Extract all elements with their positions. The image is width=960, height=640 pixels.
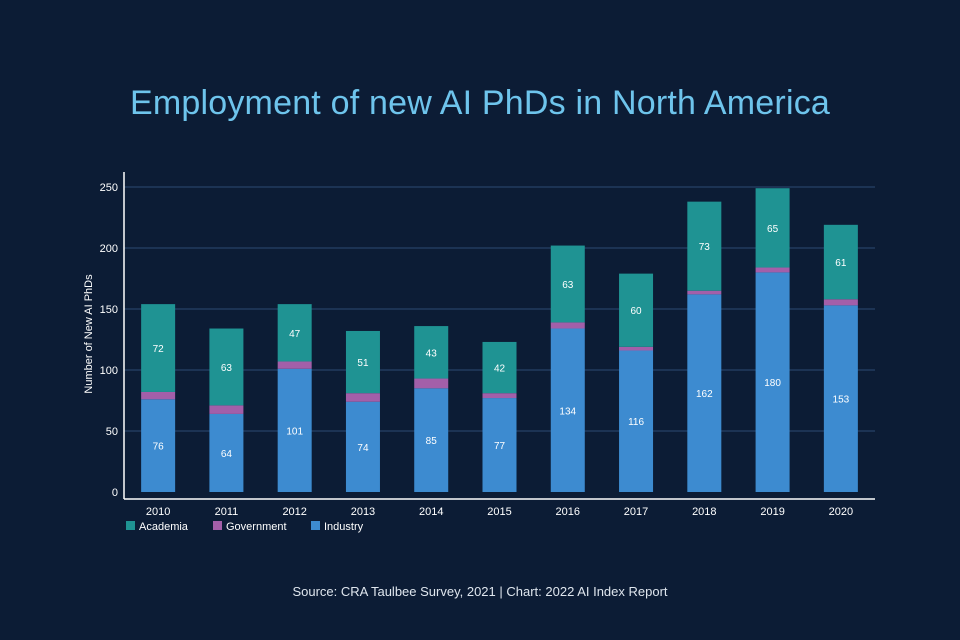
legend: Academia Government Industry bbox=[126, 521, 364, 533]
bar-industry-2020[interactable] bbox=[823, 305, 858, 492]
data-label-industry-2018: 162 bbox=[696, 389, 713, 400]
bar-industry-2017[interactable] bbox=[619, 350, 654, 492]
bar-industry-2013[interactable] bbox=[345, 401, 380, 492]
bar-academia-2014[interactable] bbox=[414, 326, 449, 379]
legend-label-industry: Industry bbox=[324, 521, 364, 533]
data-label-industry-2015: 77 bbox=[494, 441, 506, 452]
data-label-industry-2011: 64 bbox=[221, 449, 233, 460]
data-label-academia-2016: 63 bbox=[562, 280, 574, 291]
y-tick-label: 100 bbox=[100, 365, 118, 377]
bar-academia-2020[interactable] bbox=[823, 224, 858, 300]
bar-government-2012[interactable] bbox=[277, 361, 312, 369]
data-label-academia-2011: 63 bbox=[221, 363, 233, 374]
y-axis-label: Number of New AI PhDs bbox=[83, 274, 95, 394]
x-tick-label: 2018 bbox=[692, 506, 716, 518]
bar-industry-2019[interactable] bbox=[755, 272, 790, 492]
bar-academia-2018[interactable] bbox=[687, 201, 722, 291]
data-label-industry-2010: 76 bbox=[153, 442, 165, 453]
data-label-academia-2010: 72 bbox=[153, 344, 165, 355]
y-tick-label: 150 bbox=[100, 304, 118, 316]
x-tick-label: 2013 bbox=[351, 506, 375, 518]
chart-title: Employment of new AI PhDs in North Ameri… bbox=[129, 84, 831, 122]
bar-industry-2016[interactable] bbox=[550, 328, 585, 492]
x-tick-label: 2016 bbox=[556, 506, 580, 518]
bar-industry-2010[interactable] bbox=[141, 399, 176, 492]
data-label-academia-2020: 61 bbox=[835, 258, 847, 269]
bar-government-2019[interactable] bbox=[755, 267, 790, 273]
bar-government-2016[interactable] bbox=[550, 322, 585, 329]
data-label-academia-2014: 43 bbox=[426, 348, 438, 359]
x-tick-label: 2020 bbox=[829, 506, 853, 518]
bar-industry-2011[interactable] bbox=[209, 413, 244, 492]
bar-academia-2013[interactable] bbox=[345, 330, 380, 394]
bar-government-2015[interactable] bbox=[482, 393, 517, 399]
axes: 0 50 100 150 200 250 Number of New AI PhDs 2010… bbox=[83, 172, 875, 518]
x-tick-label: 2011 bbox=[215, 506, 239, 518]
bar-academia-2015[interactable] bbox=[482, 341, 517, 394]
bar-industry-2014[interactable] bbox=[414, 388, 449, 492]
data-label-academia-2017: 60 bbox=[630, 306, 642, 317]
bar-industry-2015[interactable] bbox=[482, 398, 517, 492]
data-label-academia-2018: 73 bbox=[699, 242, 711, 253]
legend-swatch-government bbox=[213, 521, 222, 530]
data-label-academia-2019: 65 bbox=[767, 224, 779, 235]
x-tick-label: 2019 bbox=[760, 506, 784, 518]
data-label-industry-2013: 74 bbox=[357, 443, 369, 454]
data-label-academia-2013: 51 bbox=[357, 358, 369, 369]
bar-industry-2018[interactable] bbox=[687, 294, 722, 492]
data-label-industry-2012: 101 bbox=[286, 426, 303, 437]
bar-academia-2010[interactable] bbox=[141, 304, 176, 392]
legend-label-academia: Academia bbox=[139, 521, 189, 533]
bar-academia-2017[interactable] bbox=[619, 273, 654, 347]
x-tick-label: 2015 bbox=[487, 506, 511, 518]
bar-government-2010[interactable] bbox=[141, 391, 176, 400]
bar-academia-2011[interactable] bbox=[209, 328, 244, 406]
bar-government-2011[interactable] bbox=[209, 405, 244, 414]
bar-academia-2016[interactable] bbox=[550, 245, 585, 323]
data-label-academia-2015: 42 bbox=[494, 364, 506, 375]
x-tick-label: 2017 bbox=[624, 506, 648, 518]
y-tick-label: 250 bbox=[100, 182, 118, 194]
bar-government-2014[interactable] bbox=[414, 378, 449, 389]
bar-academia-2012[interactable] bbox=[277, 304, 312, 362]
legend-swatch-industry bbox=[311, 521, 320, 530]
legend-label-government: Government bbox=[226, 521, 287, 533]
x-tick-label: 2012 bbox=[282, 506, 306, 518]
y-tick-label: 50 bbox=[106, 426, 118, 438]
data-labels: 76 72 64 63 101 47 74 51 85 43 77 42 134 63 116 60 162 73… bbox=[153, 224, 850, 460]
source-note: Source: CRA Taulbee Survey, 2021 | Chart… bbox=[292, 584, 668, 599]
bar-government-2018[interactable] bbox=[687, 290, 722, 295]
data-label-industry-2017: 116 bbox=[628, 417, 644, 428]
bar-government-2013[interactable] bbox=[345, 393, 380, 402]
bar-government-2020[interactable] bbox=[823, 299, 858, 306]
legend-swatch-academia bbox=[126, 521, 135, 530]
y-tick-label: 200 bbox=[100, 243, 118, 255]
data-label-industry-2014: 85 bbox=[426, 436, 438, 447]
data-label-industry-2019: 180 bbox=[764, 378, 781, 389]
data-label-academia-2012: 47 bbox=[289, 329, 301, 340]
y-tick-label: 0 bbox=[112, 487, 118, 499]
x-tick-label: 2014 bbox=[419, 506, 443, 518]
bar-government-2017[interactable] bbox=[619, 346, 654, 351]
bar-academia-2019[interactable] bbox=[755, 188, 790, 268]
data-label-industry-2020: 153 bbox=[833, 395, 850, 406]
data-label-industry-2016: 134 bbox=[559, 406, 576, 417]
x-tick-label: 2010 bbox=[146, 506, 170, 518]
bars bbox=[141, 188, 858, 492]
bar-industry-2012[interactable] bbox=[277, 368, 312, 492]
